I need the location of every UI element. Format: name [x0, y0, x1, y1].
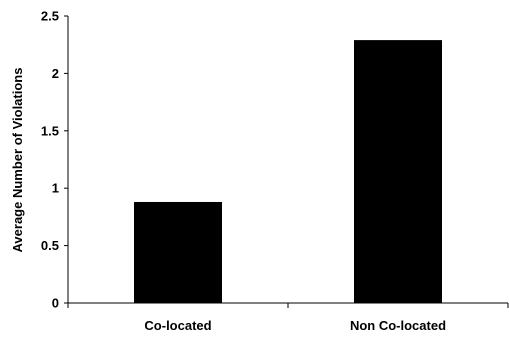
x-tick-label: Co-located — [144, 318, 211, 333]
y-tick-label: 1 — [52, 181, 59, 196]
y-tick-label: 0.5 — [41, 238, 59, 253]
bar-co-located — [134, 201, 222, 303]
y-ticks: 0 0.5 1 1.5 2 2.5 — [41, 9, 68, 311]
x-ticks — [67, 303, 509, 308]
x-tick-labels: Co-located Non Co-located — [144, 318, 446, 333]
bars — [134, 40, 442, 303]
x-tick-label: Non Co-located — [350, 318, 446, 333]
y-tick-label: 2 — [52, 66, 59, 81]
y-axis-title: Average Number of Violations — [10, 68, 25, 253]
y-tick-label: 1.5 — [41, 123, 59, 138]
bar-non-co-located — [354, 40, 442, 303]
y-axis-title-group: Average Number of Violations — [10, 68, 25, 253]
y-tick-label: 0 — [52, 296, 59, 311]
y-tick-label: 2.5 — [41, 9, 59, 24]
